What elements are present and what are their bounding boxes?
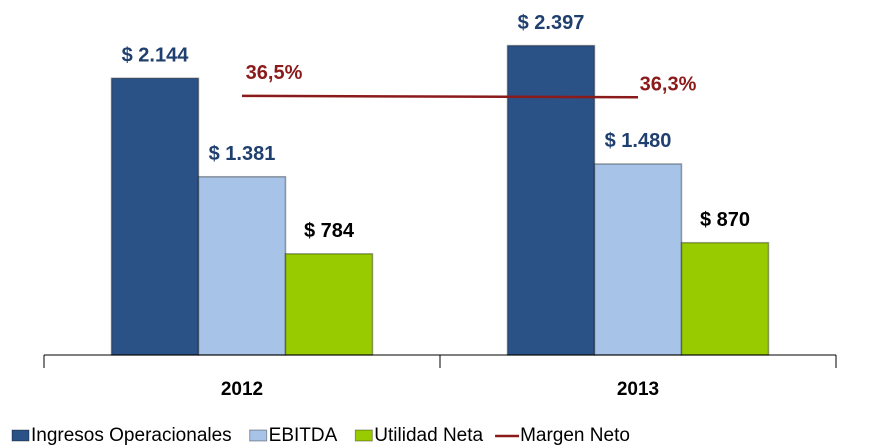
bar bbox=[680, 241, 770, 356]
value-label: $ 784 bbox=[304, 220, 355, 242]
bar bbox=[593, 163, 683, 356]
line-value-label: 36,3% bbox=[640, 74, 697, 96]
bar bbox=[284, 253, 374, 356]
line bbox=[241, 94, 639, 99]
value-label: $ 1.381 bbox=[209, 143, 276, 165]
value-label: $ 2.397 bbox=[518, 12, 585, 34]
legend-swatch bbox=[354, 429, 373, 442]
x-tick-label: 2012 bbox=[221, 379, 263, 400]
value-label: $ 870 bbox=[700, 209, 750, 231]
legend-label: EBITDA bbox=[269, 425, 338, 446]
bar bbox=[110, 77, 200, 356]
value-label: $ 2.144 bbox=[122, 45, 190, 67]
legend-swatch bbox=[249, 429, 268, 442]
x-tick-label: 2013 bbox=[617, 379, 659, 400]
legend-label: Ingresos Operacionales bbox=[31, 425, 232, 446]
value-label: $ 1.480 bbox=[605, 130, 672, 152]
line-value-label: 36,5% bbox=[246, 62, 303, 84]
bar bbox=[506, 44, 596, 356]
legend-swatch bbox=[11, 429, 30, 442]
legend-label: Utilidad Neta bbox=[374, 425, 483, 446]
bar bbox=[197, 175, 287, 356]
legend-label: Margen Neto bbox=[520, 425, 630, 446]
